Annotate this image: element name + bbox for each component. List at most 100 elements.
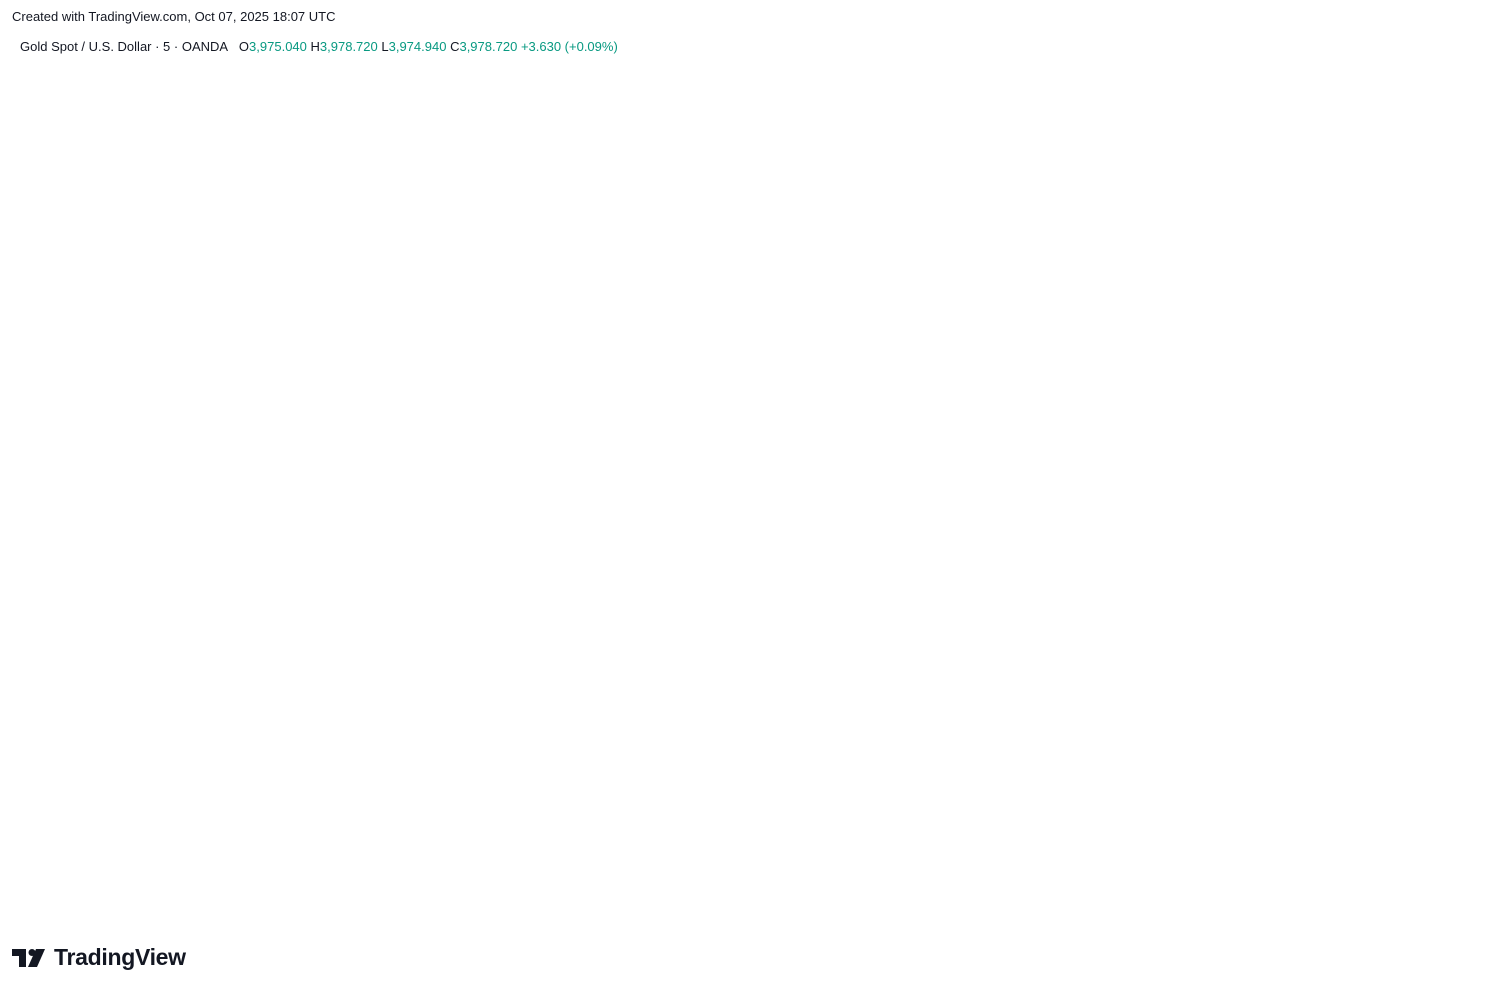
candle-body <box>206 521 218 538</box>
y-tick-label: 3,964.000 <box>1410 661 1464 675</box>
y-tick-label: 3,982.000 <box>1410 294 1464 308</box>
candle-body <box>1136 262 1148 324</box>
y-tick-label: 3,986.000 <box>1410 213 1464 227</box>
candle-body <box>162 541 174 609</box>
candle-body <box>354 246 366 308</box>
ohlc-value: 3,978.720 <box>459 39 518 54</box>
ohlc-key: O <box>238 39 250 54</box>
candle-body <box>324 352 336 397</box>
y-tick-label: 3,968.000 <box>1410 579 1464 593</box>
y-tick-label: 3,992.000 <box>1410 91 1464 105</box>
y-tick-label: 3,956.000 <box>1410 823 1464 837</box>
y-tick-label: 3,960.000 <box>1410 742 1464 756</box>
x-tick-label: 18:50 <box>1362 901 1395 916</box>
change: +3.630 (+0.09%) <box>520 39 618 54</box>
price-label-box <box>1395 358 1469 387</box>
y-tick-label: 3,970.000 <box>1410 538 1464 552</box>
candle-body <box>1210 238 1222 328</box>
x-tick-label: 16:30 <box>949 901 982 916</box>
y-tick-label: 3,976.000 <box>1410 416 1464 430</box>
x-tick-label: 14:30 <box>595 901 628 916</box>
y-tick-label: 3,966.000 <box>1410 620 1464 634</box>
candle-body <box>826 502 838 678</box>
ohlc-value: 3,975.040 <box>249 39 307 54</box>
candle-body <box>546 508 558 513</box>
candle-body <box>413 284 425 347</box>
ohlc-key: L <box>381 39 389 54</box>
ohlc-value: 3,974.940 <box>388 39 447 54</box>
x-tick-label: 17:30 <box>1126 901 1159 916</box>
candle-body <box>177 529 189 542</box>
y-tick-label: 3,972.000 <box>1410 498 1464 512</box>
candle-body <box>44 755 56 780</box>
candle-body <box>1181 213 1193 261</box>
candle-body <box>605 274 617 379</box>
candle-body <box>443 459 455 481</box>
candle-body <box>428 284 440 460</box>
candle-body <box>265 529 277 613</box>
candle-body <box>1033 405 1045 475</box>
candle-body <box>1151 242 1163 263</box>
logo-icon <box>12 948 45 967</box>
candle-body <box>634 291 646 353</box>
candle-body <box>516 356 528 434</box>
candle-body <box>561 407 573 513</box>
candle-body <box>620 274 632 292</box>
price-label: 3,978.720 <box>1412 361 1466 375</box>
created-note: Created with TradingView.com, Oct 07, 20… <box>12 9 336 24</box>
candle-body <box>590 376 602 458</box>
x-tick-label: 14:00 <box>506 901 539 916</box>
y-tick-label: 3,958.000 <box>1410 783 1464 797</box>
y-tick-label: 3,984.000 <box>1410 254 1464 268</box>
lightning-icon[interactable] <box>1229 867 1251 889</box>
candle-body <box>29 714 41 756</box>
candle-body <box>236 608 248 629</box>
x-tick-label: 11:30 <box>64 901 96 916</box>
candle-body <box>280 476 292 532</box>
ohlc-value: 3,978.720 <box>319 39 378 54</box>
candle-body <box>132 626 144 652</box>
y-tick-label: 3,962.000 <box>1410 701 1464 715</box>
candle-body <box>531 431 543 509</box>
candle-body <box>693 221 705 259</box>
candle-body <box>339 307 351 355</box>
candle-body <box>1003 402 1015 479</box>
candle-body <box>1225 325 1237 444</box>
candle-body <box>915 588 927 646</box>
y-tick-label: 3,990.000 <box>1410 131 1464 145</box>
candle-body <box>59 777 71 796</box>
candle-body <box>192 529 204 538</box>
candle-body <box>782 238 794 243</box>
candle-body <box>856 624 868 650</box>
y-tick-label: 3,978.000 <box>1410 376 1464 390</box>
candle-body <box>14 714 26 751</box>
candle-body <box>944 494 956 558</box>
candle-body <box>472 352 484 491</box>
candle-body <box>738 168 750 208</box>
candle-body <box>1063 293 1075 351</box>
ohlc-key: C <box>450 39 460 54</box>
candle-body <box>295 447 307 477</box>
frame <box>10 29 1476 924</box>
candle-body <box>930 494 942 589</box>
candle-body <box>679 221 691 226</box>
candle-body <box>959 464 971 556</box>
y-tick-label: 3,994.000 <box>1410 50 1464 64</box>
y-tick-label: 3,954.000 <box>1410 864 1464 878</box>
candle-body <box>118 626 130 654</box>
countdown: 02:53 <box>1405 374 1435 388</box>
ohlc-key: H <box>310 39 320 54</box>
y-tick-label: 3,988.000 <box>1410 172 1464 186</box>
candle-body <box>221 521 233 609</box>
candle-body <box>812 392 824 505</box>
candle-body <box>1018 472 1030 479</box>
candle-body <box>767 158 779 241</box>
candle-body <box>1122 262 1134 328</box>
y-tick-label: 3,980.000 <box>1410 335 1464 349</box>
candle-body <box>708 258 720 316</box>
legend: Gold Spot / U.S. Dollar · 5 · OANDA O3,9… <box>20 39 618 54</box>
x-tick-label: 13:00 <box>329 901 362 916</box>
candle-body <box>147 606 159 629</box>
logo[interactable]: TradingView <box>12 944 186 971</box>
